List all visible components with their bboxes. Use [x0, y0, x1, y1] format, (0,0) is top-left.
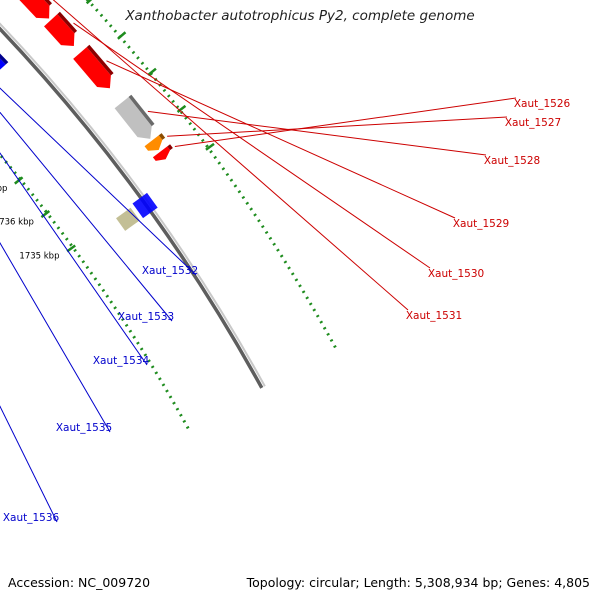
leader-line-xaut1536	[0, 405, 58, 523]
leader-line-xaut1531	[52, 0, 409, 311]
gene-xaut1530-shade	[57, 11, 78, 34]
scale-tick-mark-outer	[85, 0, 93, 5]
gene-xaut1530	[44, 11, 78, 47]
scale-tick-mark-outer	[117, 31, 127, 40]
gene-xaut1530-body	[44, 14, 75, 47]
gene-xaut1527	[144, 133, 166, 151]
leader-line-xaut1533	[0, 111, 173, 322]
gene-xaut1531-body	[19, 0, 50, 19]
dotted-guides	[0, 0, 337, 430]
gene-label-xaut1527: Xaut_1527	[505, 117, 561, 129]
gene-xaut1526	[152, 144, 173, 161]
summary-label: Topology: circular; Length: 5,308,934 bp…	[246, 575, 590, 590]
gene-label-xaut1536: Xaut_1536	[3, 512, 60, 524]
gene-xaut1531-shade	[44, 0, 52, 6]
backbone-line	[0, 26, 264, 389]
accession-label: Accession: NC_009720	[8, 575, 151, 590]
gene-xaut1529-shade	[86, 44, 114, 76]
gene-xaut1528-body	[114, 96, 152, 139]
top-gene-blue-top	[132, 192, 158, 219]
gene-xaut1532	[0, 53, 9, 70]
gene-xaut1528	[114, 94, 155, 139]
gene-xaut1529-body	[73, 47, 111, 89]
leader-line-xaut1527	[167, 116, 508, 137]
gene-label-xaut1535: Xaut_1535	[56, 422, 112, 434]
leader-line-xaut1535	[0, 242, 111, 433]
gene-label-xaut1533: Xaut_1533	[118, 311, 174, 323]
backbone-highlight	[0, 22, 266, 387]
leader-line-xaut1529	[106, 60, 456, 219]
gene-xaut1526-shade	[167, 144, 173, 151]
scale-tick-label: 1736 kbp	[0, 217, 34, 227]
genome-backbone	[0, 22, 266, 389]
gene-label-xaut1531: Xaut_1531	[406, 310, 462, 322]
gene-label-xaut1532: Xaut_1532	[142, 265, 198, 277]
map-title: Xanthobacter autotrophicus Py2, complete…	[125, 8, 475, 24]
gene-xaut1528-shade	[128, 94, 155, 127]
gene-xaut1527-body	[144, 135, 163, 151]
gene-xaut1527-shade	[158, 133, 166, 140]
leader-line-xaut1532	[0, 87, 197, 276]
scale-tick-label: 1735 kbp	[19, 252, 59, 262]
gene-label-xaut1528: Xaut_1528	[484, 155, 540, 167]
gene-xaut1529	[73, 44, 114, 89]
scale-tick-mark-outer	[176, 104, 187, 114]
gene-xaut1531	[19, 0, 52, 19]
gene-labels: Xaut_1526 Xaut_1527 Xaut_1528 Xaut_1529 Xaut…	[0, 0, 571, 524]
gene-xaut1526-body	[152, 146, 171, 161]
scale-ticks: 1735 kbp1736 kbp1737 kbp1738 kbp1739 kbp…	[0, 0, 215, 262]
scale-tick-mark	[66, 244, 76, 253]
gene-label-xaut1530: Xaut_1530	[428, 268, 484, 280]
scale-tick-mark	[40, 210, 51, 219]
gene-label-xaut1534: Xaut_1534	[93, 355, 150, 367]
scale-tick-label: 1737 kbp	[0, 184, 7, 194]
gene-xaut1532-shade	[0, 53, 9, 65]
leader-line-xaut1528	[147, 110, 487, 156]
scale-tick-mark-outer	[205, 142, 215, 151]
gene-xaut1532-body	[0, 58, 6, 70]
leader-line-xaut1534	[0, 152, 148, 366]
leader-line-xaut1530	[73, 22, 431, 269]
scale-tick-mark-outer	[147, 67, 157, 76]
gene-label-xaut1529: Xaut_1529	[453, 218, 509, 230]
gene-features	[0, 0, 173, 231]
gene-label-xaut1526: Xaut_1526	[514, 98, 571, 110]
leader-line-xaut1526	[174, 97, 517, 147]
top-gene-olive-top	[116, 207, 140, 231]
